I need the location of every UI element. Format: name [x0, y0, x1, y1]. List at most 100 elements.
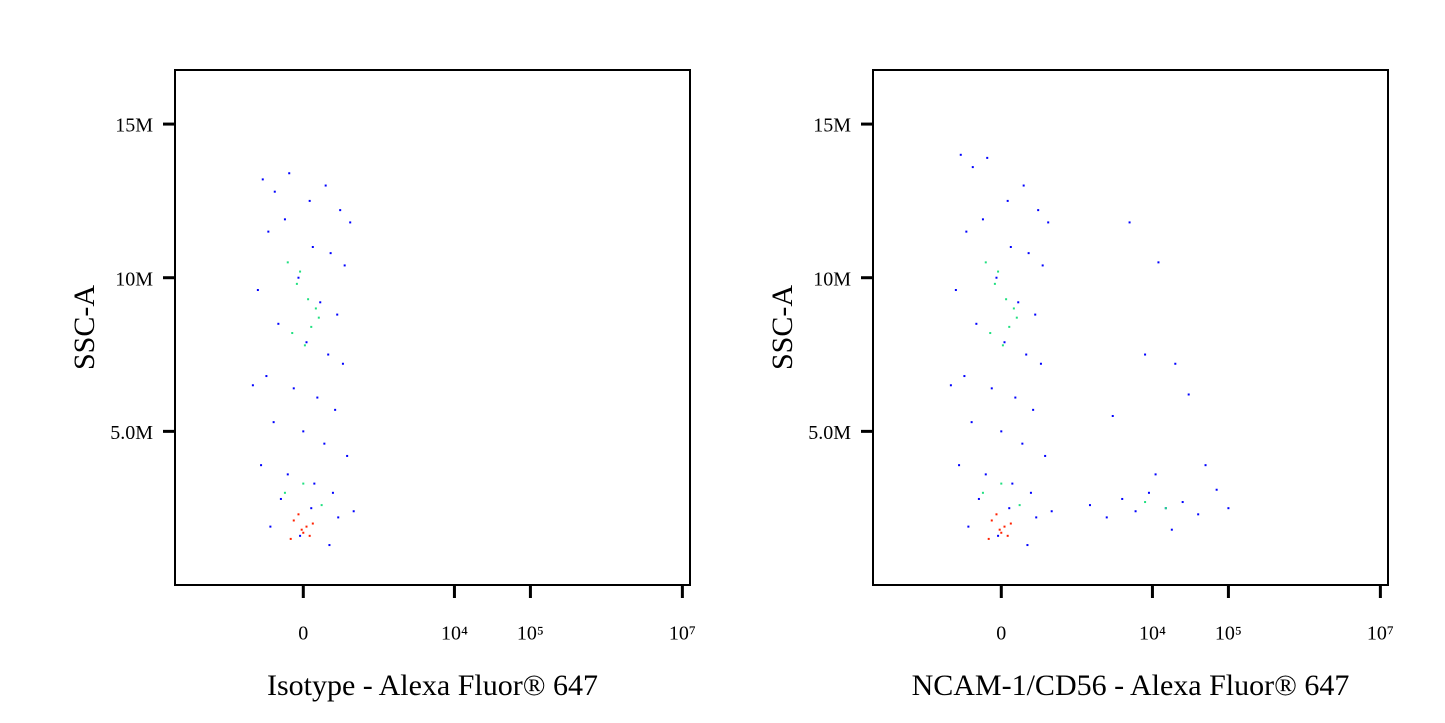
point	[1027, 252, 1030, 255]
point	[1035, 516, 1038, 519]
point	[1147, 491, 1150, 494]
point	[311, 522, 314, 525]
point	[1044, 454, 1047, 457]
point	[1041, 264, 1044, 267]
point	[269, 525, 272, 528]
point	[1000, 531, 1003, 534]
point	[323, 442, 326, 445]
point	[1204, 464, 1207, 467]
point	[958, 464, 961, 467]
point	[1144, 501, 1147, 504]
point	[1026, 544, 1029, 547]
x-tick-label: 0	[298, 623, 308, 645]
point	[970, 421, 973, 424]
point	[279, 497, 282, 500]
point	[995, 513, 998, 516]
point	[327, 353, 330, 356]
x-tick-label: 10⁴	[441, 623, 468, 645]
y-tick-label: 10M	[813, 268, 851, 290]
point	[261, 178, 264, 181]
point	[1088, 504, 1091, 507]
point	[993, 282, 996, 285]
point	[975, 322, 978, 325]
point	[286, 261, 289, 264]
point	[316, 396, 319, 399]
point	[305, 341, 308, 344]
point	[981, 218, 984, 221]
point	[341, 362, 344, 365]
x-tick-label: 10⁴	[1139, 623, 1166, 645]
point	[990, 519, 993, 522]
point	[300, 528, 303, 531]
point	[273, 190, 276, 193]
point	[314, 307, 317, 310]
point	[1006, 199, 1009, 202]
point	[1025, 353, 1028, 356]
point	[265, 375, 268, 378]
point	[289, 537, 292, 540]
point	[997, 534, 1000, 537]
point	[1008, 325, 1011, 328]
point	[1181, 501, 1184, 504]
point	[302, 430, 305, 433]
point	[1011, 482, 1014, 485]
point	[1154, 473, 1157, 476]
y-tick-label: 10M	[115, 268, 153, 290]
point	[1021, 442, 1024, 445]
point	[337, 516, 340, 519]
point	[987, 537, 990, 540]
point	[288, 172, 291, 175]
point	[1128, 221, 1131, 224]
point	[1029, 491, 1032, 494]
point	[286, 473, 289, 476]
point	[329, 252, 332, 255]
point	[310, 325, 313, 328]
point	[949, 384, 952, 387]
point	[1197, 513, 1200, 516]
point	[984, 261, 987, 264]
point	[307, 298, 310, 301]
point	[308, 534, 311, 537]
point	[1047, 221, 1050, 224]
point	[1017, 301, 1020, 304]
point	[1111, 414, 1114, 417]
point	[277, 322, 280, 325]
point	[965, 230, 968, 233]
plot-frame	[872, 69, 1389, 586]
point	[334, 408, 337, 411]
y-axis-label: SSC-A	[68, 285, 101, 370]
point	[1015, 316, 1018, 319]
point	[305, 525, 308, 528]
point	[1008, 507, 1011, 510]
point	[1170, 528, 1173, 531]
point	[1037, 209, 1040, 212]
y-tick-label: 5.0M	[110, 422, 153, 444]
point	[303, 344, 306, 347]
point	[995, 276, 998, 279]
point	[1039, 362, 1042, 365]
point	[295, 282, 298, 285]
point	[331, 491, 334, 494]
point	[308, 199, 311, 202]
point	[292, 519, 295, 522]
point	[292, 387, 295, 390]
point	[1032, 408, 1035, 411]
point	[349, 221, 352, 224]
point	[1012, 307, 1015, 310]
point	[336, 313, 339, 316]
point	[297, 276, 300, 279]
x-tick-label: 10⁷	[1367, 623, 1394, 645]
point	[1134, 510, 1137, 513]
x-axis-label: Isotype - Alexa Fluor® 647	[267, 669, 598, 702]
point	[1000, 430, 1003, 433]
point	[997, 270, 1000, 273]
point	[1003, 341, 1006, 344]
x-tick-label: 10⁷	[669, 623, 696, 645]
point	[297, 513, 300, 516]
x-axis-label: NCAM-1/CD56 - Alexa Fluor® 647	[912, 669, 1350, 702]
point	[313, 482, 316, 485]
point	[317, 316, 320, 319]
point	[977, 497, 980, 500]
point	[251, 384, 254, 387]
point	[959, 153, 962, 156]
